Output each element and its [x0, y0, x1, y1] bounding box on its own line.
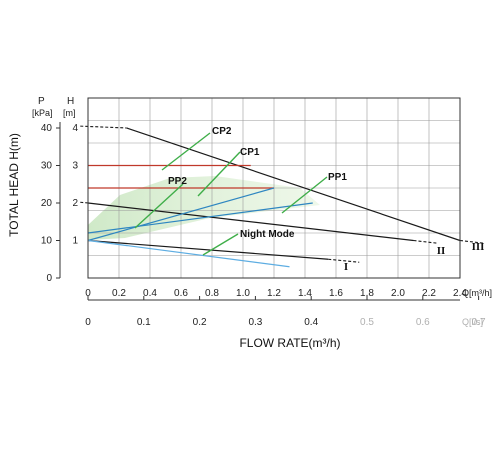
annotation-ii: II	[437, 245, 446, 257]
plot-frame	[87, 97, 461, 279]
x2-axis-unit: Q[l/s]	[462, 317, 483, 327]
x-tick-label: 2.0	[391, 288, 405, 299]
series-lines	[80, 125, 484, 268]
pressure-tick-label: 20	[41, 198, 53, 209]
annotation-pp1: PP1	[328, 172, 347, 183]
leader-line	[161, 132, 211, 171]
x-tick-label: 2.4	[453, 288, 467, 299]
x2-tick-label: 0.4	[304, 317, 318, 328]
x2-tick-label: 0	[85, 317, 91, 328]
series-line-night-mode	[87, 239, 290, 268]
series-line-pp2	[87, 187, 275, 242]
x-tick-label: 1.4	[298, 288, 312, 299]
y-axis-title: TOTAL HEAD H(m)	[7, 133, 21, 237]
leader-line	[202, 233, 239, 256]
x-tick-label: 1.6	[329, 288, 343, 299]
annotation-night-mode: Night Mode	[240, 229, 295, 240]
x2-tick-label: 0.7	[472, 317, 486, 328]
head-tick-label: 3	[72, 161, 78, 172]
annotation-leaders	[134, 132, 328, 256]
x-tick-label: 1.8	[360, 288, 374, 299]
series-line-i	[87, 239, 329, 260]
x-tick-label: 1.0	[236, 288, 250, 299]
x-tick-label: 0.2	[112, 288, 126, 299]
curve-dashed-extension	[328, 258, 360, 263]
x2-tick-label: 0.6	[416, 317, 430, 328]
x-tick-label: 1.2	[267, 288, 281, 299]
x2-tick-label: 0.3	[248, 317, 262, 328]
x2-tick-label: 0.2	[193, 317, 207, 328]
annotation-cp2: CP2	[212, 126, 232, 137]
curve-dashed-extension	[80, 201, 89, 204]
annotation-pp2: PP2	[168, 176, 187, 187]
head-tick-label: 4	[72, 123, 78, 134]
pressure-tick-label: 40	[41, 123, 53, 134]
x2-tick-label: 0.5	[360, 317, 374, 328]
series-line-iii	[126, 127, 461, 242]
head-tick-label: 1	[72, 236, 78, 247]
x-axis-title: FLOW RATE(m³/h)	[239, 336, 340, 350]
annotation-i: I	[344, 261, 348, 273]
head-axis-symbol: H	[67, 96, 74, 107]
curve-dashed-extension	[413, 239, 437, 244]
annotation-cp1: CP1	[240, 147, 260, 158]
x-axis-unit: Q[m³/h]	[462, 288, 492, 298]
axes	[59, 97, 461, 301]
annotation-iii: III	[472, 241, 485, 253]
x-tick-label: 0.4	[143, 288, 157, 299]
curve-dashed-extension	[459, 239, 484, 244]
pressure-tick-label: 10	[41, 236, 53, 247]
x2-tick-label: 0.1	[137, 317, 151, 328]
pressure-tick-label: 0	[46, 273, 52, 284]
series-line-ii	[87, 202, 414, 242]
x-tick-label: 0.6	[174, 288, 188, 299]
pressure-axis-symbol: P	[38, 96, 45, 107]
x-tick-label: 2.2	[422, 288, 436, 299]
tick-labels: 0 0.2 0.4 0.6 0.8 1.0 1.2 1.4 1.6 1.8 2.0 2.2 2.4 0 0.…	[41, 123, 486, 328]
leader-line	[197, 151, 241, 197]
x-tick-label: 0.8	[205, 288, 219, 299]
head-axis-unit: [m]	[63, 108, 76, 118]
series-line-pp1	[87, 202, 313, 234]
pressure-axis-unit: [kPa]	[32, 108, 53, 118]
leader-line	[281, 176, 328, 214]
pressure-tick-label: 30	[41, 161, 53, 172]
head-tick-label: 2	[72, 198, 78, 209]
x-tick-label: 0	[85, 288, 91, 299]
leader-line	[134, 183, 184, 229]
